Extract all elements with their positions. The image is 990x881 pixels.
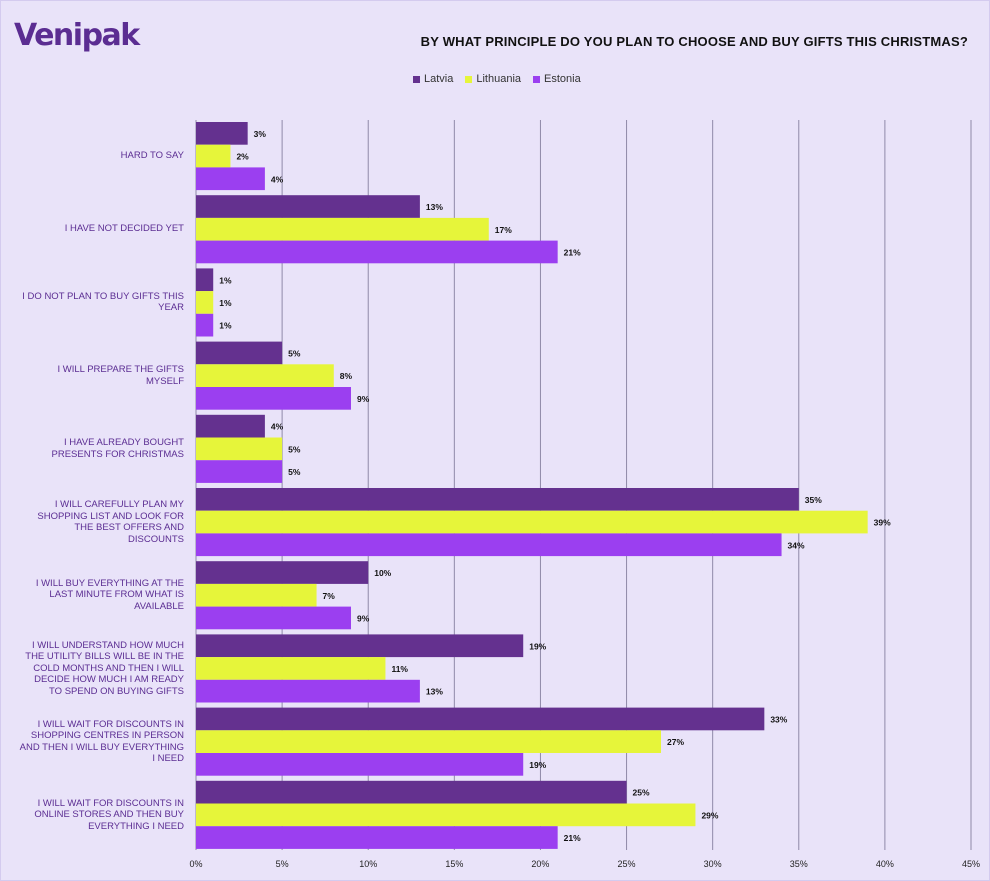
legend-swatch-lithuania (465, 75, 473, 83)
bar-lithuania (196, 730, 661, 753)
data-label: 4% (271, 422, 284, 432)
bar-lithuania (196, 437, 283, 461)
category-label: I WILL WAIT FOR DISCOUNTS IN ONLINE STOR… (34, 797, 184, 832)
data-label: 11% (391, 664, 408, 674)
data-label: 2% (236, 152, 249, 162)
data-label: 9% (357, 613, 370, 623)
data-label: 27% (667, 737, 684, 747)
data-label: 5% (288, 348, 301, 358)
bar-estonia (196, 679, 420, 703)
data-label: 35% (805, 495, 822, 505)
legend-swatch-latvia (413, 75, 420, 83)
bar-lithuania (196, 657, 386, 680)
legend-label-latvia: Latvia (424, 73, 454, 85)
bar-lithuania (196, 510, 868, 534)
data-label: 39% (874, 518, 891, 528)
data-label: 19% (529, 641, 546, 651)
legend-swatch-estonia (533, 75, 541, 83)
category-label: I WILL PREPARE THE GIFTS MYSELF (57, 364, 184, 387)
x-tick-label: 20% (531, 859, 549, 869)
data-label: 33% (770, 714, 787, 724)
category-label: I DO NOT PLAN TO BUY GIFTS THIS YEAR (22, 290, 184, 314)
bar-latvia (196, 268, 214, 292)
bar-latvia (196, 195, 420, 218)
legend-label-lithuania: Lithuania (476, 73, 522, 85)
bar-latvia (196, 341, 283, 365)
bar-estonia (196, 826, 558, 849)
chart-legend: Latvia Lithuania Estonia (413, 73, 581, 85)
bar-lithuania (196, 217, 489, 241)
data-label: 3% (254, 129, 267, 139)
legend-item-estonia: Estonia (533, 73, 581, 85)
bar-estonia (196, 387, 351, 410)
bar-lithuania (196, 291, 214, 314)
data-label: 21% (564, 247, 581, 257)
data-label: 4% (271, 174, 284, 184)
data-label: 7% (323, 591, 336, 601)
data-label: 1% (219, 298, 232, 308)
x-tick-label: 5% (276, 859, 289, 869)
category-label: I WILL BUY EVERYTHING AT THE LAST MINUTE… (35, 577, 184, 612)
x-tick-label: 10% (359, 859, 377, 869)
x-tick-label: 25% (618, 859, 636, 869)
chart-title: BY WHAT PRINCIPLE DO YOU PLAN TO CHOOSE … (420, 34, 968, 49)
x-tick-label: 30% (704, 859, 722, 869)
category-label: I HAVE NOT DECIDED YET (64, 223, 184, 235)
x-tick-label: 35% (790, 859, 808, 869)
data-label: 5% (288, 444, 301, 454)
bar-lithuania (196, 144, 231, 168)
legend-item-lithuania: Lithuania (465, 73, 521, 85)
x-tick-label: 0% (189, 859, 202, 869)
data-label: 13% (426, 687, 443, 697)
bar-latvia (196, 780, 627, 804)
data-label: 10% (374, 568, 391, 578)
x-tick-label: 15% (445, 859, 463, 869)
bar-latvia (196, 634, 524, 658)
bar-latvia (196, 561, 369, 584)
x-tick-label: 40% (876, 859, 894, 869)
legend-item-latvia: Latvia (413, 73, 453, 85)
bar-latvia (196, 122, 248, 145)
bar-lithuania (196, 803, 696, 827)
data-label: 1% (219, 321, 232, 331)
data-label: 13% (426, 202, 443, 212)
data-label: 19% (529, 760, 546, 770)
category-label: I WILL CAREFULLY PLAN MY SHOPPING LIST A… (37, 499, 184, 545)
bar-estonia (196, 606, 351, 630)
category-label: HARD TO SAY (120, 150, 184, 162)
data-label: 5% (288, 467, 301, 477)
category-label: I WILL WAIT FOR DISCOUNTS IN SHOPPING CE… (19, 718, 184, 765)
bar-estonia (196, 240, 558, 264)
category-label: I WILL UNDERSTAND HOW MUCH THE UTILITY B… (25, 639, 184, 697)
bar-estonia (196, 460, 283, 483)
bar-lithuania (196, 364, 334, 387)
category-label: I HAVE ALREADY BOUGHT PRESENTS FOR CHRIS… (51, 437, 185, 460)
x-tick-label: 45% (962, 859, 980, 869)
data-label: 8% (340, 371, 353, 381)
data-label: 29% (701, 810, 718, 820)
bar-estonia (196, 167, 265, 191)
bar-estonia (196, 533, 782, 557)
data-label: 1% (219, 275, 232, 285)
data-label: 34% (788, 540, 805, 550)
venipak-logo: Venipak (14, 18, 140, 53)
legend-label-estonia: Estonia (544, 73, 581, 85)
bar-estonia (196, 313, 214, 337)
bar-estonia (196, 753, 524, 776)
data-label: 9% (357, 394, 370, 404)
bar-latvia (196, 707, 765, 731)
bar-latvia (196, 414, 265, 438)
bar-latvia (196, 488, 799, 511)
data-label: 25% (633, 788, 650, 798)
bar-lithuania (196, 583, 317, 607)
data-label: 17% (495, 225, 512, 235)
data-label: 21% (564, 833, 581, 843)
